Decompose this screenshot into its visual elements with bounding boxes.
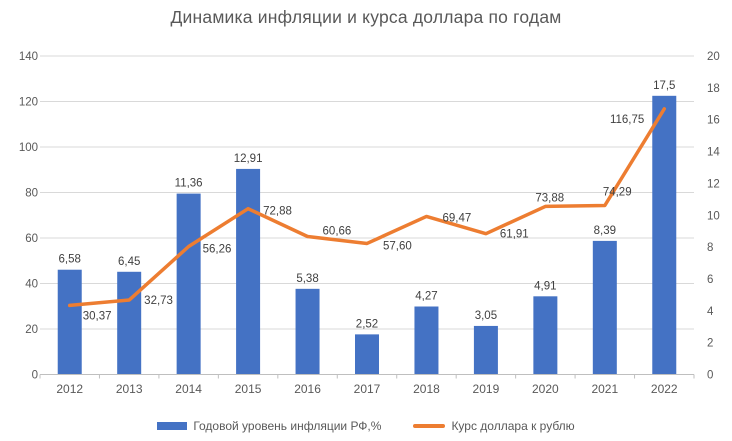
year-label: 2015: [235, 382, 262, 396]
left-axis-tick-label: 120: [19, 97, 38, 109]
bar-data-label: 6,58: [59, 254, 81, 266]
line-data-label: 60,66: [323, 225, 352, 237]
bar-2019: [473, 325, 498, 375]
bar-data-label: 17,5: [653, 80, 675, 92]
bar-2015: [236, 168, 261, 375]
bar-2022: [652, 95, 677, 375]
legend-item-inflation: Годовой уровень инфляции РФ,%: [157, 419, 381, 433]
year-label: 2021: [591, 382, 618, 396]
bar-data-label: 4,27: [415, 291, 437, 303]
year-label: 2013: [116, 382, 143, 396]
line-data-label: 69,47: [442, 212, 471, 224]
bar-2013: [117, 271, 142, 375]
line-data-label: 74,29: [603, 186, 632, 198]
right-axis-tick-label: 14: [707, 147, 720, 159]
year-label: 2012: [56, 382, 83, 396]
right-axis-tick-label: 10: [707, 210, 720, 222]
left-axis-tick-label: 60: [25, 233, 38, 245]
line-data-label: 116,75: [610, 114, 644, 126]
bar-data-label: 2,52: [356, 318, 378, 330]
legend-item-dollar: Курс доллара к рублю: [413, 419, 575, 433]
legend-label-inflation: Годовой уровень инфляции РФ,%: [193, 419, 382, 433]
right-axis-tick-label: 2: [707, 338, 713, 350]
bar-data-label: 6,45: [118, 256, 140, 268]
year-label: 2018: [413, 382, 440, 396]
left-axis-tick-label: 100: [19, 142, 38, 154]
bar-2017: [355, 334, 379, 375]
right-axis-tick-label: 18: [707, 83, 720, 95]
right-axis-tick-label: 12: [707, 178, 720, 190]
year-label: 2019: [473, 382, 500, 396]
left-axis-tick-label: 40: [25, 279, 38, 291]
bar-data-label: 5,38: [296, 273, 318, 285]
bar-series-swatch: [157, 422, 188, 430]
line-data-label: 73,88: [535, 192, 564, 204]
right-axis-tick-label: 4: [707, 306, 714, 318]
line-data-label: 56,26: [203, 244, 232, 256]
bar-2018: [414, 306, 439, 375]
right-axis-tick-label: 16: [707, 115, 720, 127]
line-data-label: 57,60: [383, 240, 412, 252]
left-axis-tick-label: 140: [19, 51, 38, 63]
bar-data-label: 12,91: [234, 153, 263, 165]
year-label: 2016: [294, 382, 321, 396]
line-data-label: 30,37: [83, 310, 112, 322]
bar-data-label: 3,05: [475, 310, 497, 322]
legend-label-dollar: Курс доллара к рублю: [451, 419, 575, 433]
right-axis-tick-label: 6: [707, 274, 713, 286]
bar-2016: [295, 288, 320, 375]
bar-data-label: 8,39: [594, 225, 616, 237]
right-axis-tick-label: 20: [707, 51, 720, 63]
line-data-label: 72,88: [263, 206, 292, 218]
left-axis-tick-label: 80: [25, 188, 38, 200]
year-label: 2020: [532, 382, 559, 396]
line-series-swatch: [413, 424, 446, 428]
year-label: 2014: [175, 382, 202, 396]
bar-2014: [176, 193, 201, 375]
chart-legend: Годовой уровень инфляции РФ,% Курс долла…: [0, 419, 732, 433]
dollar-rate-line: [67, 107, 667, 308]
left-axis-tick-label: 20: [25, 324, 38, 336]
bar-2012: [57, 269, 82, 375]
chart-title: Динамика инфляции и курса доллара по год…: [170, 7, 562, 27]
bar-data-label: 11,36: [175, 178, 203, 190]
left-axis-tick-label: 0: [32, 370, 38, 382]
bar-2021: [592, 240, 617, 375]
year-label: 2017: [354, 382, 381, 396]
bar-data-label: 4,91: [534, 280, 556, 292]
line-data-label: 32,73: [144, 295, 173, 307]
year-label: 2022: [651, 382, 678, 396]
right-axis-tick-label: 8: [707, 242, 713, 254]
bar-2020: [533, 296, 558, 375]
line-data-label: 61,91: [500, 229, 529, 241]
right-axis-tick-label: 0: [707, 370, 713, 382]
